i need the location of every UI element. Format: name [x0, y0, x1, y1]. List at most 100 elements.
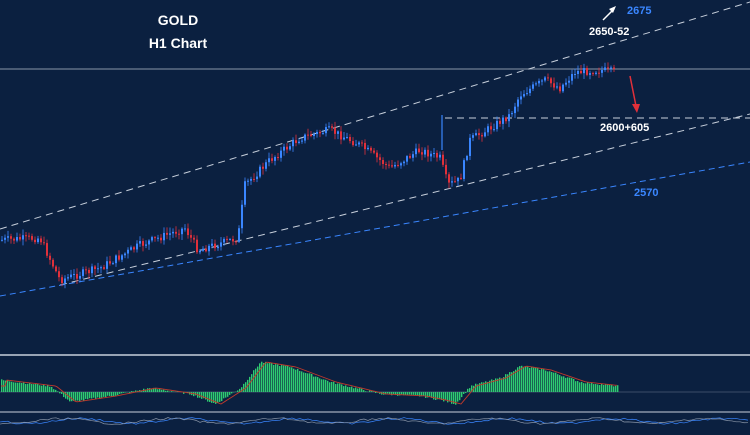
histogram-bar — [303, 372, 304, 392]
histogram-bar — [289, 367, 290, 392]
candle-body — [202, 249, 204, 251]
histogram-bar — [433, 392, 434, 399]
histogram-bar — [237, 390, 238, 392]
histogram-bar — [301, 371, 302, 392]
candle-body — [304, 135, 306, 141]
candle-body — [64, 278, 66, 283]
candle-body — [547, 77, 549, 78]
candle-body — [370, 148, 372, 151]
histogram-bar — [529, 368, 530, 392]
candle-body — [139, 241, 141, 244]
histogram-bar — [359, 388, 360, 392]
histogram-bar — [25, 384, 26, 392]
candle-body — [442, 155, 444, 165]
histogram-bar — [217, 392, 218, 403]
candle-body — [292, 140, 294, 146]
histogram-bar — [333, 382, 334, 392]
chart-subtitle: H1 Chart — [149, 35, 208, 51]
histogram-bar — [417, 392, 418, 395]
histogram-bar — [435, 392, 436, 400]
histogram-bar — [163, 390, 164, 392]
histogram-bar — [83, 392, 84, 400]
candle-body — [529, 89, 531, 93]
histogram-bar — [209, 392, 210, 402]
histogram-bar — [319, 378, 320, 392]
histogram-bar — [523, 367, 524, 392]
histogram-bar — [167, 391, 168, 392]
histogram-bar — [321, 379, 322, 392]
histogram-bar — [273, 365, 274, 392]
histogram-bar — [15, 383, 16, 392]
histogram-bar — [339, 383, 340, 392]
histogram-bar — [53, 389, 54, 392]
histogram-bar — [221, 392, 222, 401]
histogram-bar — [293, 369, 294, 392]
histogram-bar — [565, 378, 566, 392]
candle-body — [343, 138, 345, 140]
histogram-bar — [563, 376, 564, 392]
histogram-bar — [557, 374, 558, 392]
histogram-bar — [229, 392, 230, 395]
candle-body — [427, 150, 429, 157]
candle-body — [10, 236, 12, 239]
histogram-bar — [363, 390, 364, 392]
histogram-bar — [567, 377, 568, 392]
histogram-bar — [159, 389, 160, 392]
candle-body — [178, 234, 180, 235]
histogram-bar — [355, 388, 356, 392]
histogram-bar — [579, 382, 580, 392]
candle-body — [217, 247, 219, 249]
candle-body — [262, 167, 264, 169]
histogram-bar — [561, 376, 562, 392]
candle-body — [319, 132, 321, 133]
candle-body — [457, 178, 459, 181]
histogram-bar — [463, 392, 464, 394]
candle-body — [256, 177, 258, 180]
histogram-bar — [297, 369, 298, 392]
candle-body — [340, 131, 342, 139]
candle-body — [523, 94, 525, 96]
candle-body — [592, 73, 594, 74]
histogram-bar — [533, 368, 534, 392]
histogram-bar — [423, 392, 424, 396]
candle-body — [13, 239, 15, 241]
candle-body — [532, 84, 534, 88]
histogram-bar — [313, 377, 314, 392]
candle-body — [181, 229, 183, 235]
candle-body — [478, 133, 480, 135]
candle-body — [424, 150, 426, 155]
histogram-bar — [251, 374, 252, 392]
histogram-bar — [615, 386, 616, 392]
histogram-bar — [281, 365, 282, 392]
histogram-bar — [601, 384, 602, 392]
candle-body — [196, 240, 198, 253]
candle-body — [385, 164, 387, 165]
candle-body — [601, 70, 603, 73]
candle-body — [520, 96, 522, 99]
histogram-bar — [109, 392, 110, 396]
histogram-bar — [337, 383, 338, 392]
candle-body — [166, 233, 168, 235]
candle-body — [211, 244, 213, 246]
candle-body — [34, 240, 36, 242]
histogram-bar — [543, 369, 544, 392]
candle-body — [136, 244, 138, 250]
candle-body — [247, 181, 249, 182]
histogram-bar — [445, 392, 446, 400]
candle-body — [436, 153, 438, 158]
candle-body — [40, 238, 42, 242]
candle-body — [322, 133, 324, 134]
candle-body — [316, 132, 318, 134]
candle-body — [589, 73, 591, 75]
candle-body — [361, 142, 363, 143]
histogram-bar — [71, 392, 72, 401]
histogram-bar — [617, 385, 618, 392]
candle-body — [484, 132, 486, 136]
candle-body — [409, 156, 411, 158]
candle-body — [541, 81, 543, 82]
candle-body — [382, 160, 384, 164]
candle-body — [307, 135, 309, 136]
histogram-bar — [279, 366, 280, 392]
histogram-bar — [77, 392, 78, 401]
